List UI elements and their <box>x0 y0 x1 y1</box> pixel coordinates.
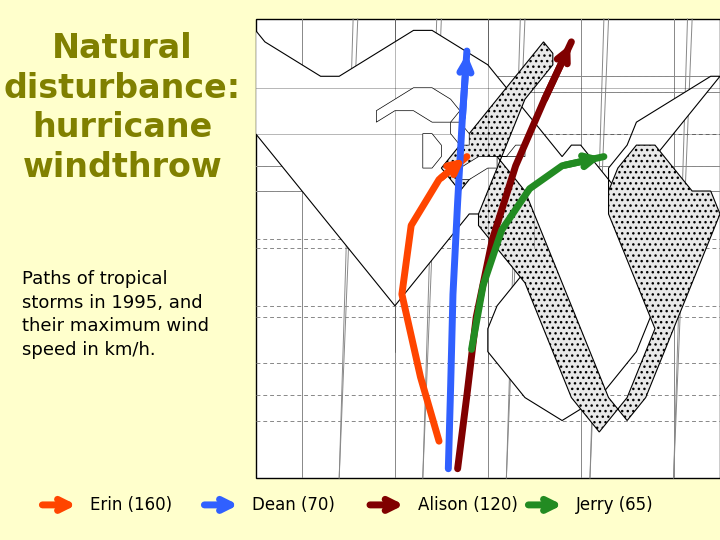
Polygon shape <box>377 87 460 122</box>
Text: Erin (160): Erin (160) <box>90 496 172 514</box>
Polygon shape <box>441 42 720 432</box>
Text: Natural
disturbance:
hurricane
windthrow: Natural disturbance: hurricane windthrow <box>4 32 241 184</box>
Text: Alison (120): Alison (120) <box>418 496 518 514</box>
Text: Dean (70): Dean (70) <box>252 496 335 514</box>
Polygon shape <box>451 122 469 145</box>
Bar <box>256 19 720 478</box>
Polygon shape <box>256 19 720 421</box>
Polygon shape <box>497 145 525 157</box>
Text: Jerry (65): Jerry (65) <box>576 496 654 514</box>
Polygon shape <box>423 133 441 168</box>
Polygon shape <box>460 157 497 179</box>
Text: Paths of tropical
storms in 1995, and
their maximum wind
speed in km/h.: Paths of tropical storms in 1995, and th… <box>22 270 209 359</box>
